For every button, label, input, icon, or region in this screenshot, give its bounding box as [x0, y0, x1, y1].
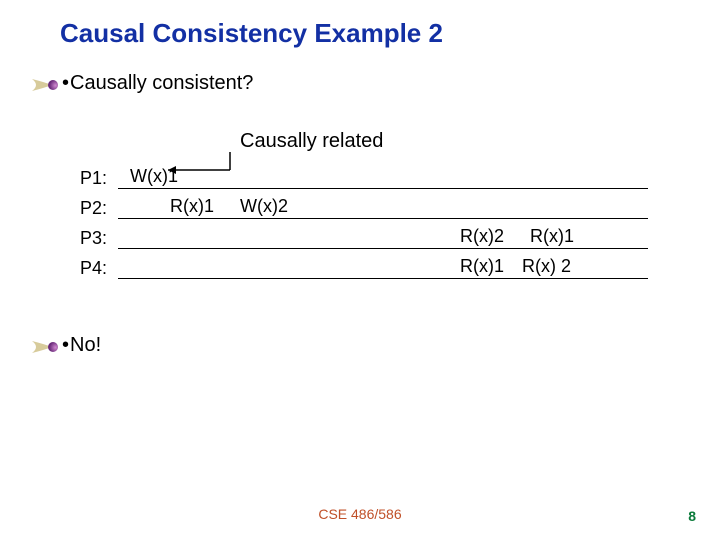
process-label-p4: P4: [80, 258, 107, 279]
bullet-dot: • [62, 72, 69, 95]
bullet-question: Causally consistent? [70, 72, 253, 95]
page-number: 8 [688, 508, 696, 524]
event-p1-wx1: W(x)1 [130, 166, 178, 187]
event-p2-rx1: R(x)1 [170, 196, 214, 217]
causal-arrow [160, 146, 320, 188]
process-label-p3: P3: [80, 228, 107, 249]
bullet-dot: • [62, 334, 69, 357]
event-p3-rx1: R(x)1 [530, 226, 574, 247]
process-label-p1: P1: [80, 168, 107, 189]
process-label-p2: P2: [80, 198, 107, 219]
timeline-p4 [118, 278, 648, 279]
footer-text: CSE 486/586 [0, 506, 720, 522]
event-p4-rx1: R(x)1 [460, 256, 504, 277]
timeline-p3 [118, 248, 648, 249]
comet-icon [30, 76, 60, 94]
slide-title: Causal Consistency Example 2 [60, 18, 443, 49]
event-p4-rx2: R(x) 2 [522, 256, 571, 277]
bullet-answer: No! [70, 334, 101, 357]
comet-icon [30, 338, 60, 356]
event-p2-wx2: W(x)2 [240, 196, 288, 217]
timeline-p2 [118, 218, 648, 219]
timeline-p1 [118, 188, 648, 189]
event-p3-rx2: R(x)2 [460, 226, 504, 247]
